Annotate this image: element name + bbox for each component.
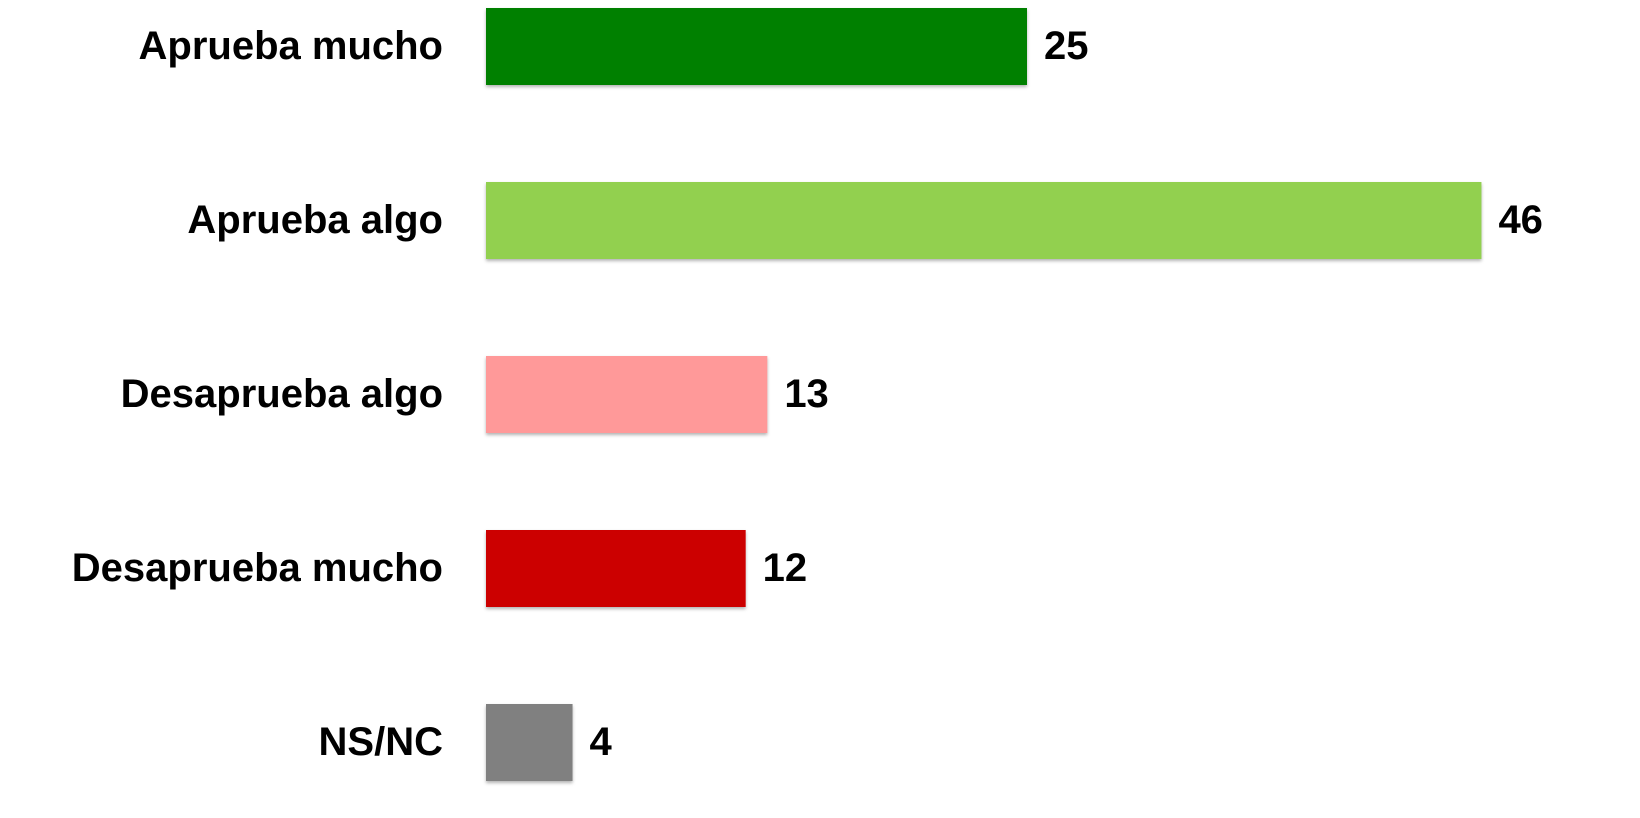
value-label: 4 <box>590 720 613 764</box>
category-label: NS/NC <box>319 720 443 764</box>
value-label: 46 <box>1498 198 1543 242</box>
value-label: 25 <box>1044 24 1089 68</box>
category-label: Aprueba mucho <box>139 24 443 68</box>
bar <box>486 8 1027 85</box>
bar <box>486 356 768 433</box>
category-label: Desaprueba algo <box>121 372 443 416</box>
category-label: Aprueba algo <box>187 198 443 242</box>
bar <box>486 530 746 607</box>
value-label: 13 <box>784 372 829 416</box>
category-label: Desaprueba mucho <box>72 546 443 590</box>
value-label: 12 <box>763 546 808 590</box>
bar <box>486 704 573 781</box>
bar <box>486 182 1482 259</box>
